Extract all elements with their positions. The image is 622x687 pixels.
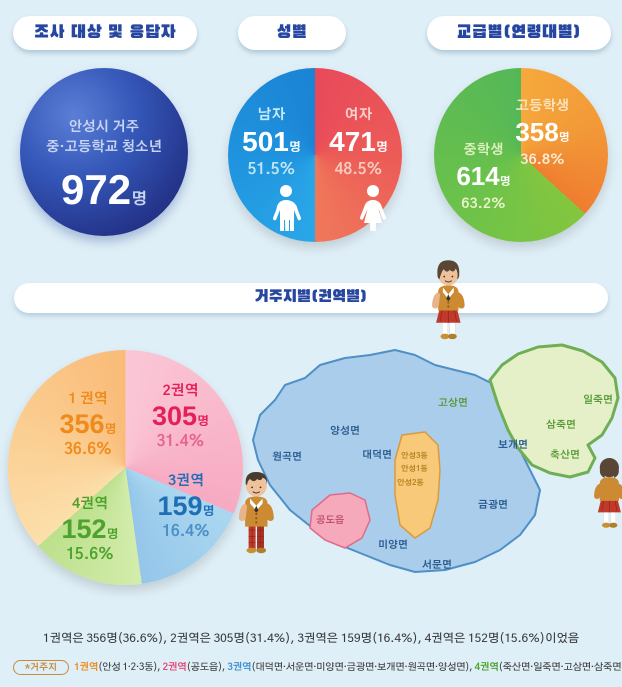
svg-text:안성1동: 안성1동 — [401, 464, 428, 473]
svg-text:보개면: 보개면 — [498, 439, 528, 451]
svg-text:일죽면: 일죽면 — [583, 394, 613, 406]
svg-text:서문면: 서문면 — [422, 559, 452, 571]
svg-text:양성면: 양성면 — [330, 425, 360, 437]
svg-text:대덕면: 대덕면 — [362, 449, 392, 461]
svg-text:고상면: 고상면 — [438, 397, 468, 409]
svg-text:공도읍: 공도읍 — [316, 515, 345, 525]
svg-text:삼죽면: 삼죽면 — [546, 419, 576, 431]
svg-text:안성3동: 안성3동 — [401, 451, 428, 460]
svg-text:안성2동: 안성2동 — [397, 478, 424, 487]
svg-text:금광면: 금광면 — [478, 499, 508, 511]
svg-text:미양면: 미양면 — [378, 539, 408, 551]
svg-text:축산면: 축산면 — [550, 449, 580, 461]
